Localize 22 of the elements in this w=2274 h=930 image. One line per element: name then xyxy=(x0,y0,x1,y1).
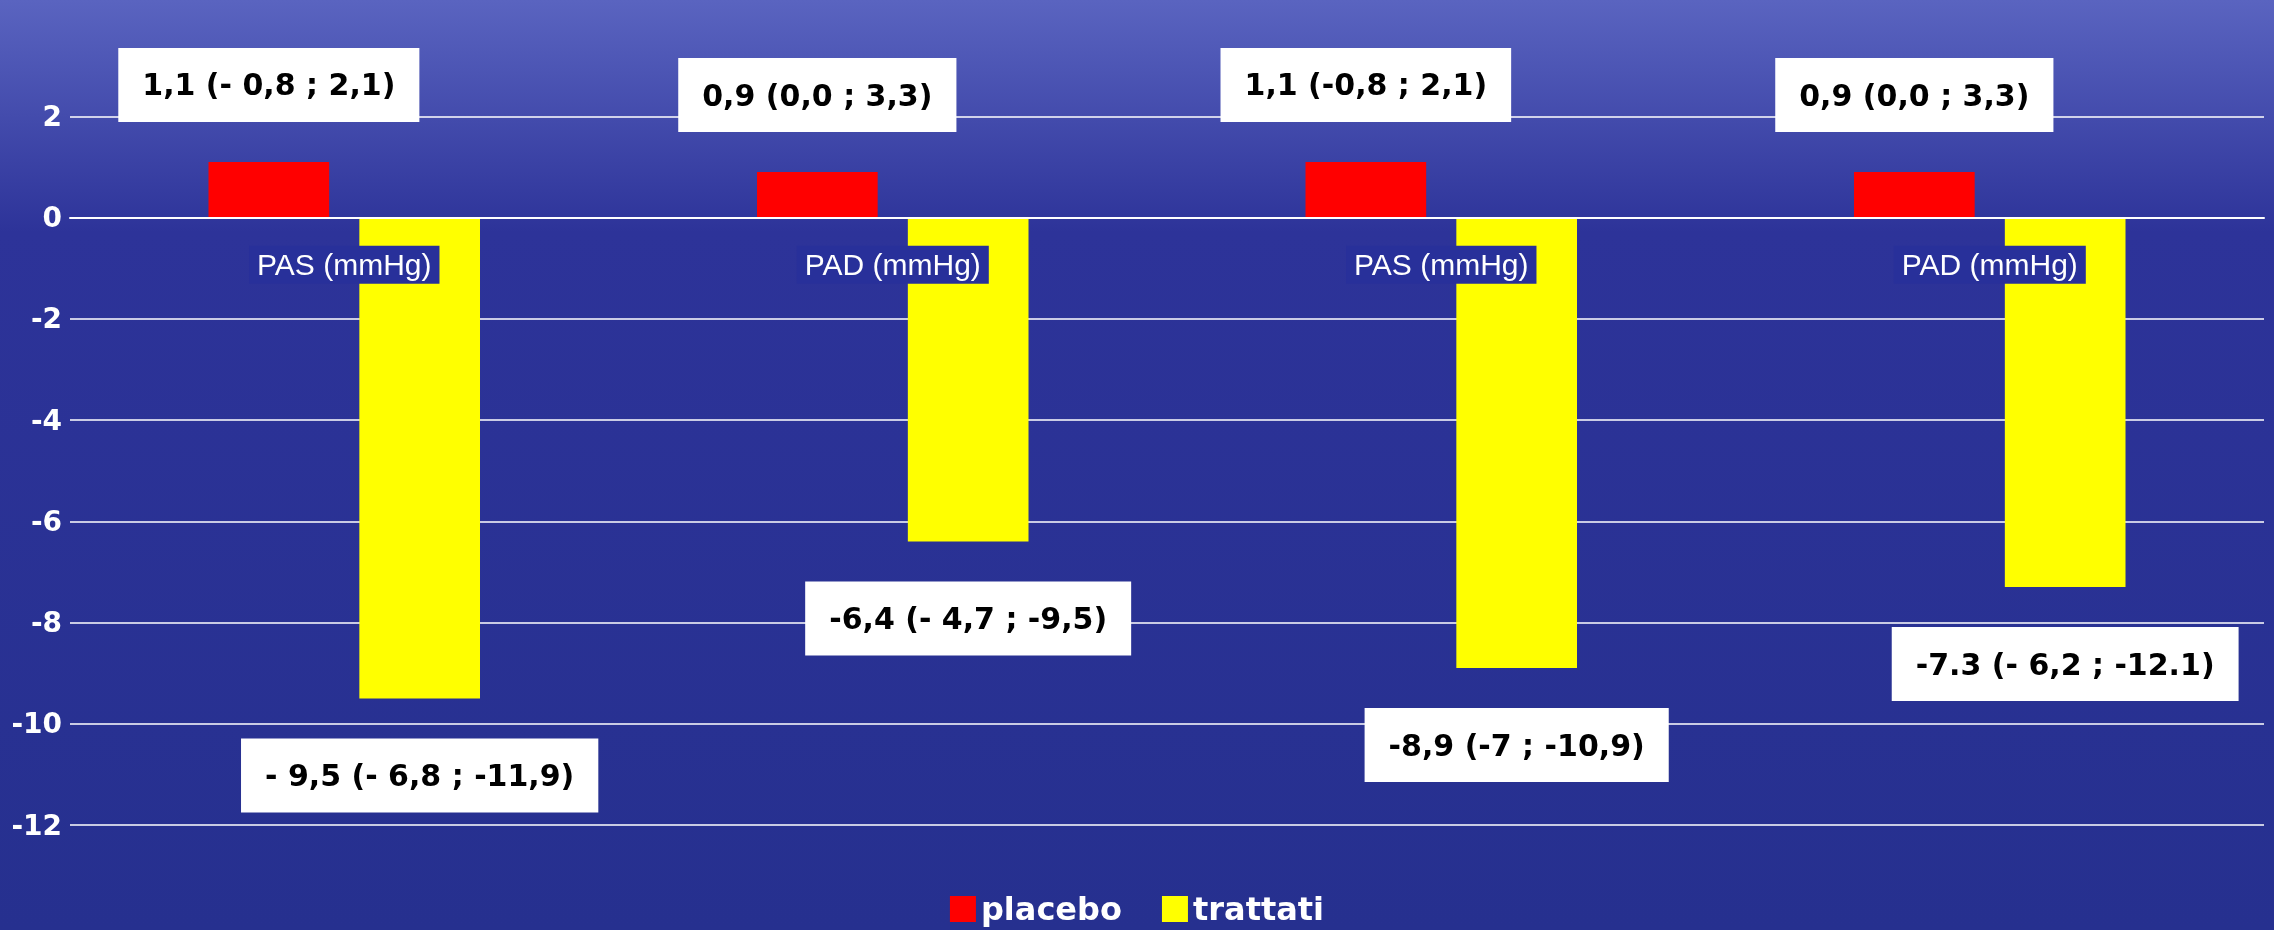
x-tick-label: PAS (mmHg) xyxy=(257,248,432,282)
x-tick-label: PAS (mmHg) xyxy=(1354,248,1529,282)
y-tick-label: 0 xyxy=(42,201,62,235)
x-tick-label: PAD (mmHg) xyxy=(804,248,981,282)
data-label: 1,1 (- 0,8 ; 2,1) xyxy=(142,67,396,103)
y-tick-label: -2 xyxy=(30,302,62,336)
y-tick-label: 2 xyxy=(42,99,62,133)
data-label: -8,9 (-7 ; -10,9) xyxy=(1388,727,1645,763)
data-label: 0,9 (0,0 ; 3,3) xyxy=(702,77,933,113)
data-label: 0,9 (0,0 ; 3,3) xyxy=(1799,77,2030,113)
data-label: -7.3 (- 6,2 ; -12.1) xyxy=(1915,646,2215,682)
data-label: - 9,5 (- 6,8 ; -11,9) xyxy=(265,757,575,793)
data-label: 1,1 (-0,8 ; 2,1) xyxy=(1244,67,1488,103)
data-label: -6,4 (- 4,7 ; -9,5) xyxy=(829,601,1108,637)
y-tick-label: -6 xyxy=(30,504,62,538)
x-tick-label: PAD (mmHg) xyxy=(1901,248,2078,282)
y-tick-label: -4 xyxy=(30,403,62,437)
legend-label: trattati xyxy=(1192,890,1325,928)
legend-label: placebo xyxy=(980,890,1122,928)
y-tick-label: -12 xyxy=(11,808,62,842)
y-tick-label: -10 xyxy=(11,707,62,741)
y-tick-label: -8 xyxy=(30,606,62,640)
